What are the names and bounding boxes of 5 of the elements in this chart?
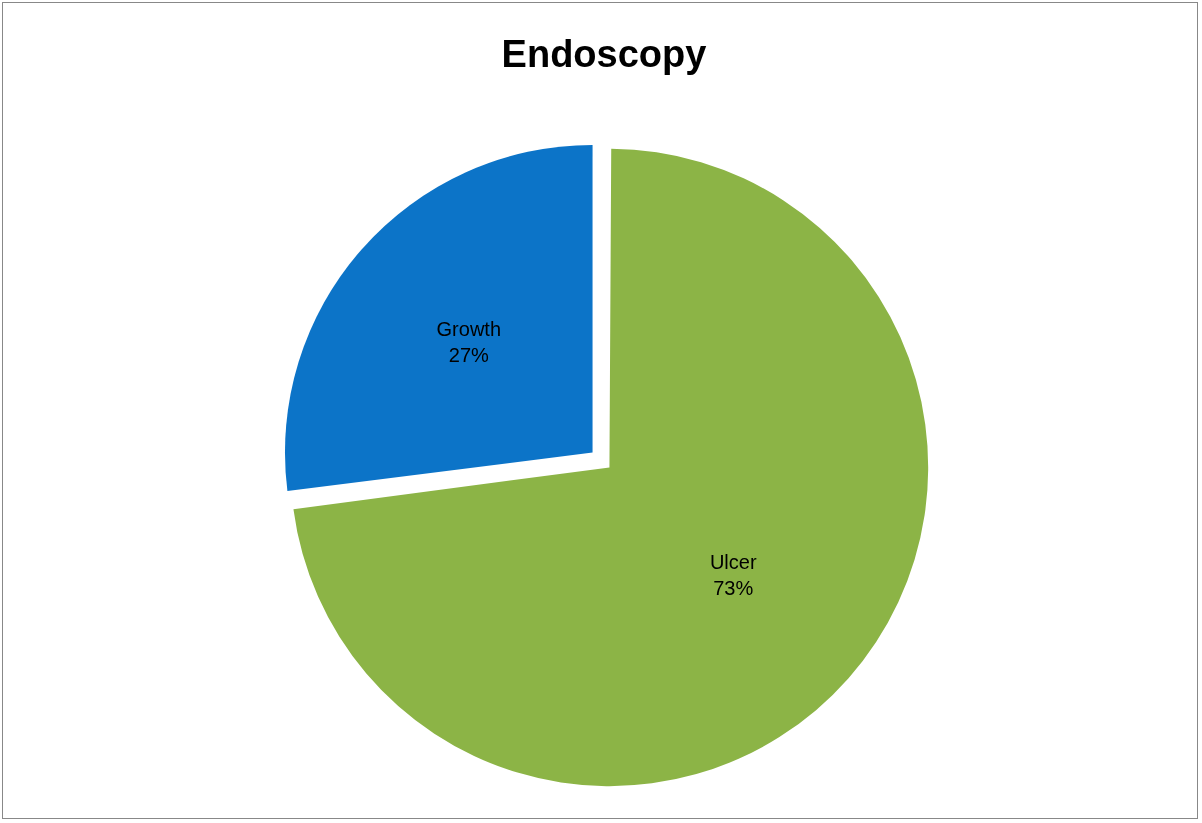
chart-title: Endoscopy xyxy=(500,33,708,76)
data-label: 73% xyxy=(713,577,754,600)
slice-label: Growth xyxy=(436,317,502,340)
slice-label: Ulcer xyxy=(709,551,757,574)
data-label: 27% xyxy=(448,343,490,366)
